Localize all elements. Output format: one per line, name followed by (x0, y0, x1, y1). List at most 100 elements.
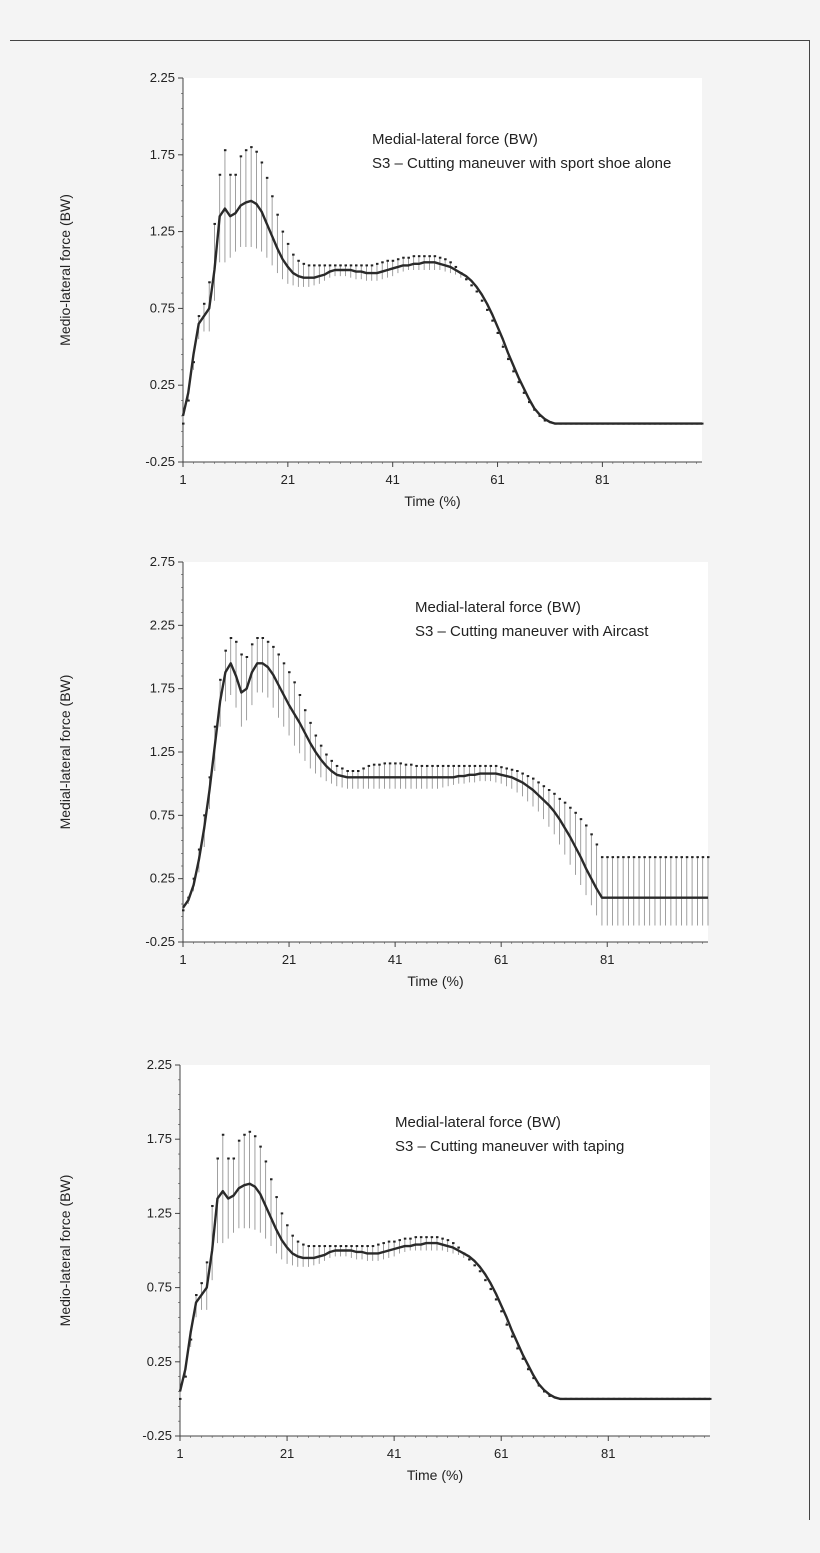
error-bar-cap (521, 772, 524, 775)
error-bar-cap (505, 767, 508, 770)
error-bar-cap (349, 264, 353, 267)
error-bar-cap (391, 259, 395, 262)
chart-annotation-line: S3 – Cutting maneuver with Aircast (415, 623, 649, 640)
x-tick-label: 61 (494, 952, 508, 967)
error-bar-cap (248, 1130, 252, 1133)
y-tick-label: 0.75 (150, 807, 175, 822)
error-bar-cap (454, 265, 458, 268)
error-bar-cap (409, 1237, 412, 1240)
error-bar-cap (463, 764, 466, 767)
error-bar-cap (184, 1375, 187, 1378)
error-bar-cap (425, 764, 429, 767)
error-bar-cap (675, 856, 678, 859)
chart-annotation-line: Medial-lateral force (BW) (372, 131, 538, 148)
error-bar-cap (302, 1243, 305, 1246)
error-bar-cap (484, 1279, 487, 1282)
error-bar-cap (441, 1237, 444, 1240)
error-bar-cap (419, 1236, 423, 1239)
error-bar-cap (563, 801, 567, 804)
error-bar-cap (277, 653, 280, 656)
error-bar-cap (415, 764, 418, 767)
error-bar-cap (407, 256, 410, 259)
error-bar-cap (512, 370, 515, 373)
y-axis-label: Medial-lateral force (BW) (57, 675, 73, 830)
error-bar-cap (528, 401, 531, 404)
y-tick-label: 1.25 (147, 1205, 172, 1220)
y-tick-label: 1.75 (150, 147, 175, 162)
error-bar-cap (638, 856, 641, 859)
error-bar-cap (296, 1240, 300, 1243)
error-bar-cap (510, 1335, 514, 1338)
error-bar-cap (579, 818, 583, 821)
x-tick-label: 21 (280, 1446, 294, 1461)
error-bar-cap (292, 253, 295, 256)
error-bar-cap (323, 264, 327, 267)
error-bar-cap (182, 422, 185, 425)
error-bar-cap (707, 856, 710, 859)
error-bar-cap (484, 764, 487, 767)
error-bar-cap (425, 1236, 428, 1239)
error-bar-cap (632, 856, 636, 859)
y-tick-label: -0.25 (145, 934, 175, 949)
error-bar-cap (444, 258, 447, 261)
x-tick-label: 81 (595, 472, 609, 487)
error-bar-cap (383, 762, 387, 765)
error-bar-cap (371, 1245, 375, 1248)
chart-panel-3: 2.25 1.75 1.25 0.75 0.25 -0.25 1 21 41 61 81 Time (… (57, 1057, 712, 1483)
error-bar-cap (303, 709, 307, 712)
error-bar-cap (516, 770, 519, 772)
error-bar-cap (420, 764, 424, 767)
error-bar-cap (288, 671, 291, 674)
y-tick-label: 0.75 (147, 1280, 172, 1295)
x-tick-label: 41 (387, 1446, 401, 1461)
y-tick-label: 1.25 (150, 744, 175, 759)
error-bar-cap (365, 264, 368, 267)
error-bar-cap (388, 762, 392, 765)
error-bar-cap (543, 419, 547, 422)
mean-line (178, 1182, 710, 1401)
error-bar-cap (280, 1212, 284, 1215)
error-bar-cap (309, 721, 312, 724)
error-bar-cap (275, 1196, 278, 1199)
error-bar-cap (286, 1224, 289, 1227)
error-bar-cap (208, 776, 212, 779)
error-bar-cap (600, 856, 604, 859)
error-bar-cap (669, 856, 673, 859)
error-bar-cap (221, 1133, 225, 1136)
error-bar-cap (410, 763, 413, 766)
error-bar-cap (507, 358, 510, 361)
x-axis-label: Time (%) (404, 493, 460, 509)
error-bar-cap (318, 1245, 321, 1248)
error-bar-cap (211, 1204, 214, 1207)
chart-annotation-line: S3 – Cutting maneuver with sport shoe al… (372, 155, 671, 172)
y-tick-label: 1.75 (150, 681, 175, 696)
error-bar-cap (399, 762, 402, 765)
error-bar-cap (473, 1264, 476, 1267)
error-bar-cap (611, 856, 615, 859)
error-bar-cap (569, 806, 572, 809)
error-bar-cap (265, 176, 269, 179)
error-bar-cap (232, 1157, 236, 1160)
error-bar-cap (496, 331, 500, 334)
error-bar-cap (585, 824, 588, 827)
error-bar-cap (653, 856, 657, 859)
error-bar-cap (276, 213, 279, 216)
x-tick-label: 1 (176, 1446, 183, 1461)
error-bar-cap (478, 1270, 482, 1273)
x-tick-label: 81 (601, 1446, 615, 1461)
error-bar-cap (468, 1258, 471, 1261)
x-tick-label: 21 (281, 472, 295, 487)
error-bar-cap (558, 797, 562, 800)
error-bar-cap (480, 299, 484, 302)
y-tick-label: -0.25 (142, 1428, 172, 1443)
error-bar-cap (375, 262, 379, 265)
error-bar-cap (223, 149, 227, 152)
error-bar-cap (366, 1245, 369, 1248)
error-bar-cap (433, 255, 437, 258)
x-tick-label: 61 (490, 472, 504, 487)
error-bar-cap (393, 1240, 396, 1243)
error-bar-cap (234, 173, 237, 176)
error-bar-cap (291, 1234, 294, 1237)
